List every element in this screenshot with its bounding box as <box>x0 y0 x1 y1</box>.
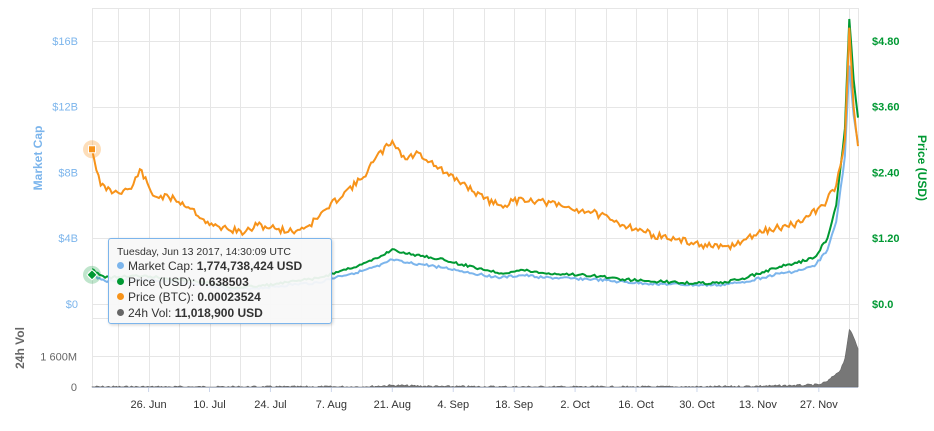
volume-axis-title: 24h Vol <box>13 327 27 369</box>
price-usd-dot-icon <box>117 277 124 285</box>
left-axis-tick-label: $8B <box>58 167 78 179</box>
x-axis-tick-label: 13. Nov <box>739 399 777 411</box>
tooltip-row-volume: 24h Vol: 11,018,900 USD <box>117 306 323 322</box>
volume-axis-tick-label: 0 <box>71 382 77 394</box>
tooltip-row-market-cap: Market Cap: 1,774,738,424 USD <box>117 259 323 275</box>
tooltip-label: Price (USD): <box>128 274 196 289</box>
x-axis-tick-label: 26. Jun <box>131 399 167 411</box>
left-axis-tick-label: $4B <box>58 233 78 245</box>
tooltip-row-price-btc: Price (BTC): 0.00023524 <box>117 290 323 306</box>
x-axis-tick-label: 16. Oct <box>618 399 653 411</box>
price-usd-hover-marker <box>86 269 98 281</box>
volume-dot-icon <box>117 308 124 316</box>
tooltip-value: 0.638503 <box>198 274 249 289</box>
tooltip-label: 24h Vol: <box>128 305 172 320</box>
tooltip-label: Market Cap: <box>128 259 194 273</box>
left-axis-tick-label: $12B <box>52 102 78 114</box>
x-axis-tick-label: 10. Jul <box>193 399 225 411</box>
x-axis-tick-label: 27. Nov <box>800 399 838 411</box>
chart-tooltip: Tuesday, Jun 13 2017, 14:30:09 UTC Marke… <box>108 238 332 324</box>
right-axis-title: Price (USD) <box>915 135 929 201</box>
tooltip-value: 1,774,738,424 USD <box>196 259 303 273</box>
x-axis-tick-label: 24. Jul <box>254 399 286 411</box>
price-btc-dot-icon <box>117 293 124 300</box>
tooltip-value: 11,018,900 USD <box>174 305 263 320</box>
x-axis-tick-label: 21. Aug <box>374 399 411 411</box>
tooltip-label: Price (BTC): <box>128 290 194 304</box>
tooltip-value: 0.00023524 <box>197 290 261 304</box>
left-axis-tick-label: $16B <box>52 36 78 48</box>
x-axis-tick-label: 4. Sep <box>437 399 469 411</box>
left-axis-tick-label: $0 <box>66 299 78 311</box>
left-axis-title: Market Cap <box>31 126 45 191</box>
x-axis-tick-label: 30. Oct <box>679 399 714 411</box>
x-axis-tick-label: 18. Sep <box>495 399 533 411</box>
x-axis-tick-label: 2. Oct <box>560 399 589 411</box>
right-axis-tick-label: $0.0 <box>872 299 893 311</box>
right-axis-tick-label: $2.40 <box>872 167 900 179</box>
right-axis-tick-label: $1.20 <box>872 233 900 245</box>
volume-axis-tick-label: 1 600M <box>40 351 77 363</box>
tooltip-row-price-usd: Price (USD): 0.638503 <box>117 275 323 291</box>
x-axis-tick-label: 7. Aug <box>316 399 347 411</box>
btc-hover-marker <box>88 145 96 154</box>
right-axis-tick-label: $4.80 <box>872 36 900 48</box>
price-btc-line <box>91 27 859 252</box>
market-cap-dot-icon <box>117 262 124 269</box>
right-axis-tick-label: $3.60 <box>872 102 900 114</box>
volume-area-series <box>91 328 859 388</box>
tooltip-date: Tuesday, Jun 13 2017, 14:30:09 UTC <box>117 246 291 258</box>
